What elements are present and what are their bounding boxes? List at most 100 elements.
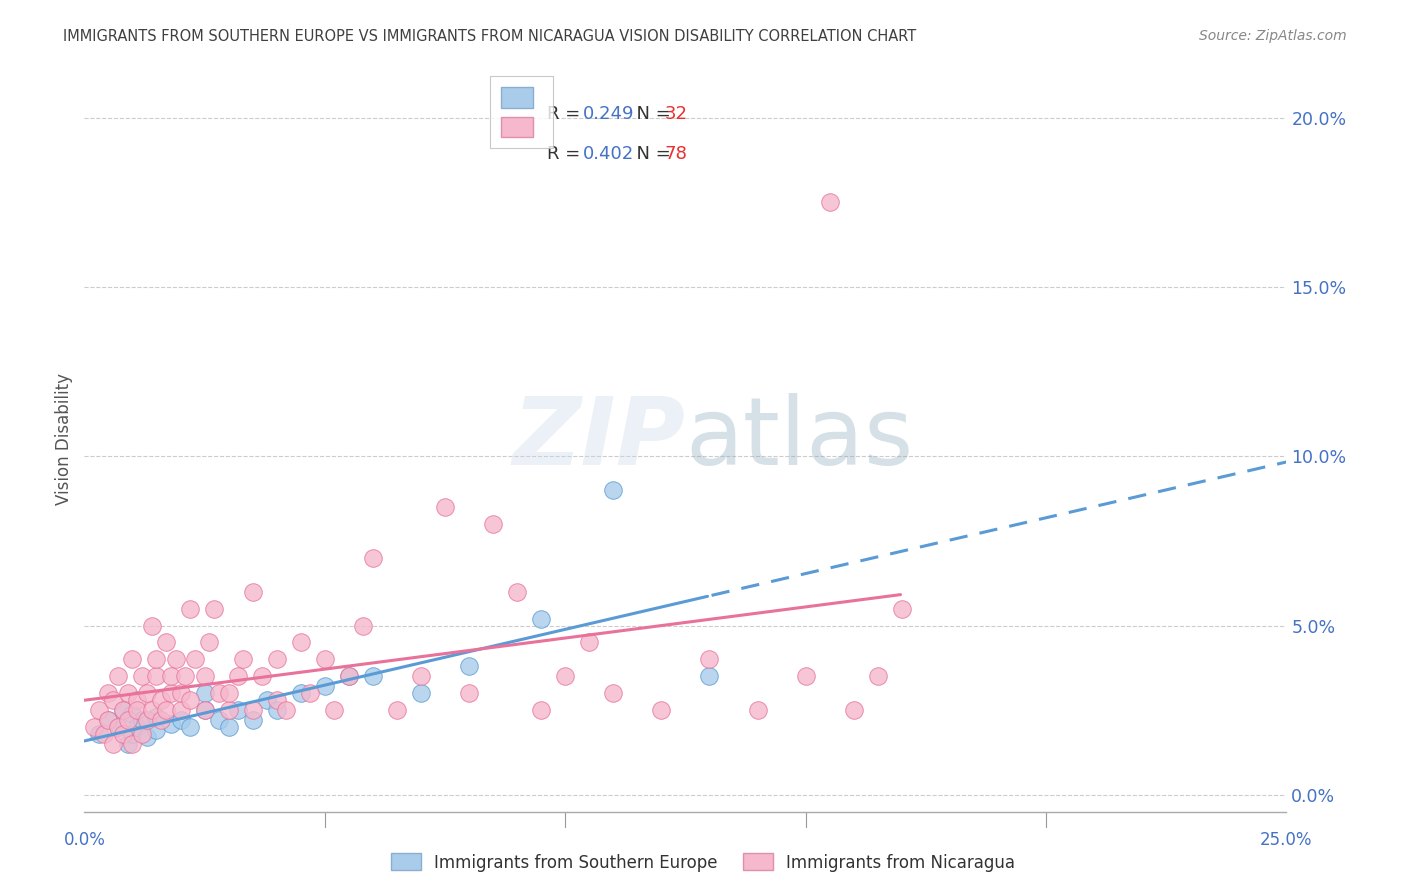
- Point: [458, 686, 481, 700]
- Point: [202, 601, 225, 615]
- Point: [111, 703, 134, 717]
- Point: [194, 669, 217, 683]
- Point: [276, 703, 298, 717]
- Point: [160, 669, 183, 683]
- Point: [145, 710, 167, 724]
- Point: [890, 601, 912, 615]
- Point: [97, 714, 120, 728]
- Point: [145, 669, 167, 683]
- Point: [409, 669, 432, 683]
- Point: [434, 500, 457, 514]
- Point: [506, 584, 529, 599]
- Point: [314, 680, 336, 694]
- Point: [93, 727, 115, 741]
- Point: [135, 730, 157, 744]
- Point: [107, 720, 129, 734]
- Point: [165, 652, 187, 666]
- Point: [530, 612, 553, 626]
- Point: [179, 693, 201, 707]
- Point: [131, 714, 153, 728]
- Point: [409, 686, 432, 700]
- Point: [121, 652, 143, 666]
- Point: [242, 584, 264, 599]
- Point: [266, 652, 288, 666]
- Point: [208, 686, 231, 700]
- Point: [97, 686, 120, 700]
- Point: [323, 703, 346, 717]
- Point: [83, 720, 105, 734]
- Point: [290, 635, 312, 649]
- Point: [194, 686, 217, 700]
- Point: [208, 714, 231, 728]
- Point: [218, 720, 240, 734]
- Point: [169, 686, 191, 700]
- Y-axis label: Vision Disability: Vision Disability: [55, 374, 73, 505]
- Point: [117, 714, 139, 728]
- Point: [266, 703, 288, 717]
- Point: [218, 703, 240, 717]
- Legend: , : ,: [491, 76, 554, 148]
- Point: [87, 703, 110, 717]
- Point: [103, 693, 125, 707]
- Point: [650, 703, 672, 717]
- Point: [794, 669, 817, 683]
- Legend: Immigrants from Southern Europe, Immigrants from Nicaragua: Immigrants from Southern Europe, Immigra…: [385, 848, 1021, 877]
- Point: [131, 727, 153, 741]
- Point: [135, 686, 157, 700]
- Point: [87, 727, 110, 741]
- Point: [117, 737, 139, 751]
- Point: [266, 693, 288, 707]
- Point: [160, 716, 183, 731]
- Point: [866, 669, 889, 683]
- Point: [218, 686, 240, 700]
- Point: [155, 635, 177, 649]
- Text: IMMIGRANTS FROM SOUTHERN EUROPE VS IMMIGRANTS FROM NICARAGUA VISION DISABILITY C: IMMIGRANTS FROM SOUTHERN EUROPE VS IMMIG…: [63, 29, 917, 44]
- Text: atlas: atlas: [686, 393, 914, 485]
- Point: [121, 737, 143, 751]
- Point: [226, 703, 249, 717]
- Point: [121, 706, 143, 721]
- Point: [179, 601, 201, 615]
- Point: [127, 693, 149, 707]
- Point: [111, 703, 134, 717]
- Point: [127, 720, 149, 734]
- Point: [194, 703, 217, 717]
- Point: [160, 686, 183, 700]
- Text: 0.249: 0.249: [583, 105, 634, 123]
- Text: 0.0%: 0.0%: [63, 831, 105, 849]
- Point: [602, 483, 624, 497]
- Point: [458, 659, 481, 673]
- Point: [150, 714, 173, 728]
- Point: [602, 686, 624, 700]
- Point: [141, 703, 163, 717]
- Point: [747, 703, 769, 717]
- Point: [155, 703, 177, 717]
- Point: [107, 669, 129, 683]
- Point: [174, 669, 197, 683]
- Point: [111, 727, 134, 741]
- Point: [194, 703, 217, 717]
- Point: [337, 669, 360, 683]
- Point: [169, 714, 191, 728]
- Text: R =: R =: [547, 145, 586, 163]
- Point: [482, 516, 505, 531]
- Text: N =: N =: [626, 105, 676, 123]
- Point: [242, 703, 264, 717]
- Text: 78: 78: [665, 145, 688, 163]
- Point: [145, 723, 167, 738]
- Point: [141, 618, 163, 632]
- Point: [232, 652, 254, 666]
- Point: [184, 652, 207, 666]
- Point: [242, 714, 264, 728]
- Point: [179, 720, 201, 734]
- Text: N =: N =: [626, 145, 676, 163]
- Point: [361, 669, 384, 683]
- Point: [103, 737, 125, 751]
- Point: [699, 669, 721, 683]
- Point: [131, 669, 153, 683]
- Point: [135, 714, 157, 728]
- Text: 0.402: 0.402: [583, 145, 634, 163]
- Point: [842, 703, 865, 717]
- Point: [226, 669, 249, 683]
- Point: [145, 652, 167, 666]
